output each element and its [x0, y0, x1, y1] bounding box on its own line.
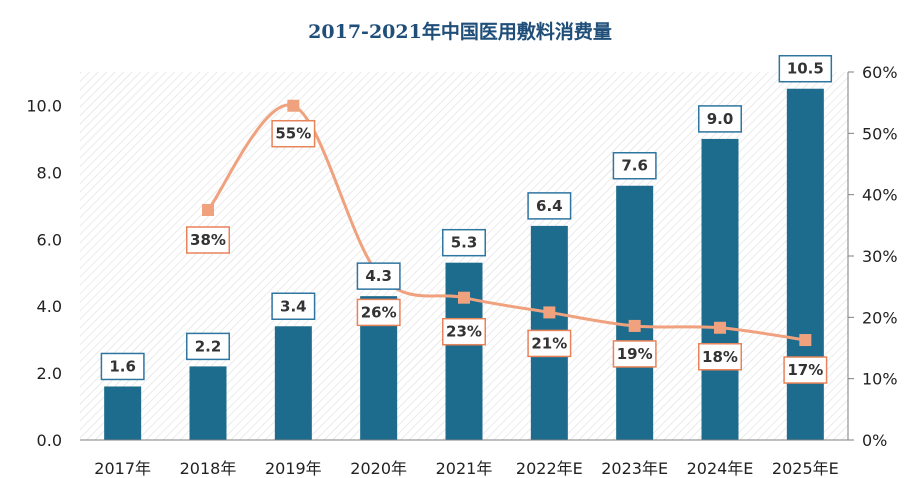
bar-value-label: 5.3: [451, 234, 478, 252]
line-point: [543, 306, 556, 319]
line-value-label-box: [442, 317, 486, 346]
y-right-tick-label: 0%: [862, 431, 887, 450]
line-point: [458, 291, 470, 304]
line-point: [202, 204, 214, 216]
x-tick-label: 2024年E: [687, 459, 754, 478]
line-value-label-box: [356, 298, 401, 327]
x-tick-label: 2018年: [180, 459, 237, 478]
line-value-label: 17%: [787, 361, 823, 379]
y-left-tick-label: 4.0: [37, 297, 62, 316]
y-left-tick-label: 10.0: [26, 96, 62, 115]
bar-4: [445, 262, 483, 440]
bar-6: [616, 185, 654, 440]
line-value-label: 23%: [446, 323, 482, 341]
bar-value-label: 3.4: [280, 297, 307, 315]
line-value-label-box: [186, 226, 230, 254]
y-right-tick-label: 30%: [862, 247, 898, 266]
bar-value-label: 7.6: [621, 157, 648, 175]
y-right-tick-label: 10%: [862, 370, 898, 389]
x-tick-label: 2020年: [350, 459, 407, 478]
bar-7: [701, 138, 739, 440]
bar-value-label: 9.0: [707, 110, 734, 128]
bar-value-label: 10.5: [787, 60, 824, 78]
y-right-tick-label: 20%: [862, 308, 898, 327]
bar-1: [189, 366, 227, 440]
bar-8: [786, 88, 824, 441]
bar-value-label-box: [442, 228, 486, 257]
line-point: [714, 321, 726, 334]
x-tick-label: 2025年E: [772, 459, 839, 478]
y-right-tick-label: 60%: [862, 63, 898, 82]
bar-value-label-box: [612, 151, 657, 180]
bar-0: [104, 386, 142, 440]
bar-value-label-box: [100, 352, 145, 381]
line-value-label-box: [612, 340, 657, 368]
line-value-label-box: [527, 329, 572, 358]
line-point: [628, 319, 641, 332]
line-point: [287, 99, 300, 112]
x-tick-label: 2019年: [265, 459, 322, 478]
x-tick-label: 2021年: [436, 459, 493, 478]
line-value-label: 26%: [361, 303, 397, 321]
line-value-label: 55%: [275, 125, 311, 143]
line-value-label-box: [698, 343, 742, 371]
y-left-tick-label: 0.0: [37, 431, 62, 450]
y-right-tick-label: 40%: [862, 186, 898, 205]
line-value-label-box: [271, 119, 316, 148]
y-left-tick-label: 2.0: [37, 364, 62, 383]
bar-value-label: 4.3: [365, 267, 392, 285]
bar-value-label-box: [698, 105, 742, 133]
bar-value-label-box: [778, 54, 833, 83]
bar-value-label-box: [356, 262, 401, 290]
bar-value-label: 2.2: [195, 337, 222, 355]
bar-value-label: 1.6: [109, 357, 136, 375]
line-value-label-box: [783, 356, 828, 384]
bar-value-label-box: [271, 292, 316, 321]
line-value-label: 19%: [617, 345, 653, 363]
line-value-label: 38%: [190, 231, 226, 249]
x-tick-label: 2022年E: [516, 459, 583, 478]
line-value-label: 18%: [702, 348, 738, 366]
line-value-label: 21%: [531, 334, 567, 352]
bar-value-label-box: [527, 192, 572, 220]
x-tick-label: 2023年E: [601, 459, 668, 478]
bar-value-label: 6.4: [536, 197, 563, 215]
x-tick-label: 2017年: [94, 459, 151, 478]
bar-2: [274, 326, 312, 440]
y-right-tick-label: 50%: [862, 124, 898, 143]
line-point: [799, 334, 812, 347]
bar-value-label-box: [186, 332, 230, 361]
y-left-tick-label: 8.0: [37, 163, 62, 182]
chart-title: 2017-2021年中国医用敷料消费量: [308, 20, 612, 43]
y-left-tick-label: 6.0: [37, 230, 62, 249]
